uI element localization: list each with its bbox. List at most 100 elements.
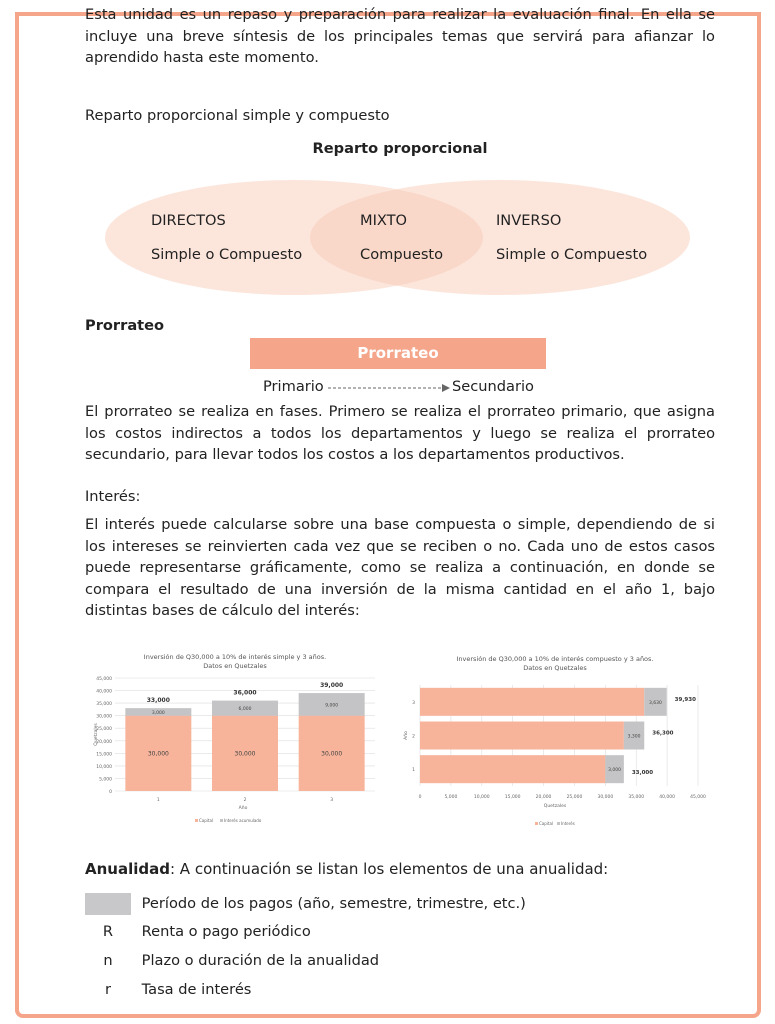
directos-ellipse <box>105 180 483 295</box>
data-label: 3,000 <box>152 710 165 716</box>
total-label: 36,300 <box>652 731 673 737</box>
inverso-type: Simple o Compuesto <box>496 246 648 263</box>
y-axis-label: Quetzales <box>93 723 99 746</box>
period-swatch <box>85 893 131 915</box>
intro-paragraph: Esta unidad es un repaso y preparación p… <box>85 6 715 66</box>
legend-swatch <box>557 822 560 825</box>
total-label: 33,000 <box>632 770 653 776</box>
y-tick-label: 1 <box>412 767 415 773</box>
x-tick-label: 45,000 <box>690 794 706 800</box>
bar-capital <box>212 715 278 791</box>
y-tick-label: 40,000 <box>96 689 112 695</box>
legend-swatch <box>535 822 538 825</box>
anualidad-desc: Período de los pagos (año, semestre, tri… <box>141 895 526 912</box>
y-tick-label: 3 <box>412 700 415 706</box>
legend-swatch <box>220 819 223 822</box>
reparto-title: Reparto proporcional <box>312 140 488 157</box>
compound-interest-chart: Inversión de Q30,000 a 10% de interés co… <box>403 655 706 826</box>
legend-label: Interés acumulado <box>224 818 262 823</box>
anualidad-text: : A continuación se listan los elementos… <box>169 860 609 878</box>
x-tick-label: 15,000 <box>505 794 521 800</box>
x-tick-label: 5,000 <box>444 794 457 800</box>
interes-paragraph: El interés puede calcularse sobre una ba… <box>85 516 715 619</box>
bar-interés <box>644 687 667 716</box>
secundario-label: Secundario <box>452 378 534 395</box>
prorrateo-paragraph: El prorrateo se realiza en fases. Primer… <box>85 403 715 463</box>
bar-interés <box>623 721 645 750</box>
anualidad-item: R Renta o pago periódico <box>85 923 311 940</box>
data-label: 3,300 <box>628 734 641 740</box>
anualidad-symbol: R <box>102 923 114 940</box>
prorrateo-heading: Prorrateo <box>85 317 165 334</box>
bar-interés <box>605 755 624 784</box>
bar-capital <box>298 715 365 791</box>
data-label: 3,630 <box>649 700 662 706</box>
data-label: 6,000 <box>239 706 252 712</box>
legend-label: Capital <box>199 818 213 823</box>
y-tick-label: 10,000 <box>96 764 112 770</box>
simple-interest-chart: Inversión de Q30,000 a 10% de interés si… <box>93 653 375 823</box>
anualidad-symbol: n <box>103 952 113 969</box>
dashed-arrow-icon <box>328 384 450 392</box>
y-tick-label: 30,000 <box>96 714 112 720</box>
anualidad-symbol: r <box>105 981 111 998</box>
x-tick-label: 20,000 <box>536 794 552 800</box>
mixto-label: MIXTO <box>360 212 408 229</box>
primario-label: Primario <box>263 378 324 395</box>
data-label: 30,000 <box>321 750 342 757</box>
anualidad-desc: Tasa de interés <box>141 981 252 998</box>
directos-type: Simple o Compuesto <box>151 246 303 263</box>
bar-interés-acumulado <box>125 708 192 716</box>
data-label: 9,000 <box>325 702 338 708</box>
bar-interés-acumulado <box>212 700 278 716</box>
anualidad-desc: Renta o pago periódico <box>141 923 311 940</box>
y-tick-label: 0 <box>109 789 112 795</box>
x-tick-label: 2 <box>244 797 247 803</box>
x-axis-label: Año <box>239 805 248 811</box>
data-label: 3,000 <box>608 767 621 773</box>
bar-capital <box>420 687 645 716</box>
x-tick-label: 1 <box>157 797 160 803</box>
chart-title: Inversión de Q30,000 a 10% de interés co… <box>457 655 654 663</box>
y-tick-label: 35,000 <box>96 701 112 707</box>
y-axis-label: Año <box>403 731 409 740</box>
total-label: 39,000 <box>320 682 343 689</box>
interes-heading: Interés: <box>85 488 141 505</box>
y-tick-label: 20,000 <box>96 739 112 745</box>
x-tick-label: 40,000 <box>659 794 675 800</box>
data-label: 30,000 <box>148 750 169 757</box>
page-border <box>15 12 761 1018</box>
total-label: 39,930 <box>675 697 696 703</box>
legend-swatch <box>195 819 198 822</box>
x-axis-label: Quetzales <box>544 803 567 809</box>
reparto-subtitle: Reparto proporcional simple y compuesto <box>85 107 390 124</box>
prorrateo-box: Prorrateo <box>250 338 546 369</box>
y-tick-label: 5,000 <box>99 776 112 782</box>
directos-label: DIRECTOS <box>151 212 226 229</box>
total-label: 33,000 <box>147 697 170 704</box>
mixto-type: Compuesto <box>360 246 444 263</box>
anualidad-item: Período de los pagos (año, semestre, tri… <box>85 893 526 915</box>
y-tick-label: 25,000 <box>96 726 112 732</box>
anualidad-desc: Plazo o duración de la anualidad <box>141 952 380 969</box>
y-tick-label: 45,000 <box>96 676 112 682</box>
x-tick-label: 30,000 <box>597 794 613 800</box>
data-label: 30,000 <box>235 750 256 757</box>
bar-capital <box>420 721 624 750</box>
inverso-label: INVERSO <box>496 212 562 229</box>
anualidad-heading: Anualidad <box>85 860 170 878</box>
y-tick-label: 2 <box>412 734 415 740</box>
x-tick-label: 0 <box>419 794 422 800</box>
legend-label: Capital <box>539 821 553 826</box>
x-tick-label: 3 <box>330 797 333 803</box>
chart-title: Inversión de Q30,000 a 10% de interés si… <box>144 653 326 661</box>
y-tick-label: 15,000 <box>96 751 112 757</box>
anualidad-item: r Tasa de interés <box>85 981 251 998</box>
bar-capital <box>125 715 192 791</box>
chart-subtitle: Datos en Quetzales <box>523 664 587 672</box>
x-tick-label: 25,000 <box>567 794 583 800</box>
legend-label: Interés <box>561 821 575 826</box>
bar-capital <box>420 755 606 784</box>
x-tick-label: 35,000 <box>628 794 644 800</box>
